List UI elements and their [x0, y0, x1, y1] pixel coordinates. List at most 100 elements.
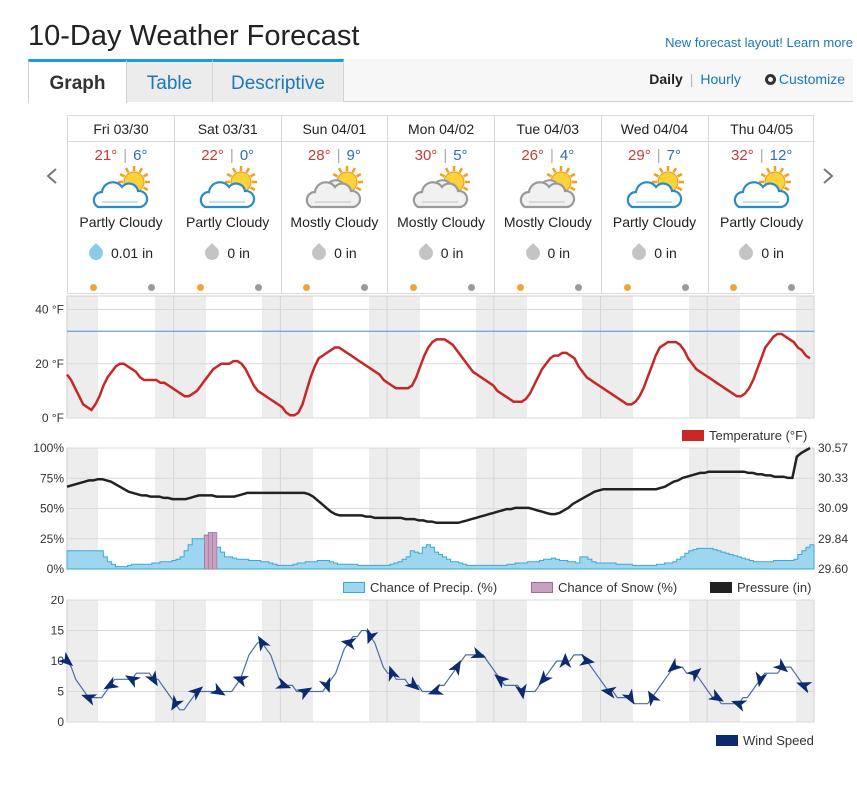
mostly-cloudy-icon	[412, 166, 471, 209]
day-precip: 0 in	[175, 243, 281, 263]
y-tick-label: 5	[57, 685, 64, 699]
sunset-icon	[148, 284, 155, 291]
wind-direction-arrow	[427, 683, 444, 695]
mostly-cloudy-icon	[519, 166, 577, 209]
sun-moon-row	[281, 283, 387, 291]
y-tick-label: 0%	[47, 562, 65, 576]
day-condition: Mostly Cloudy	[290, 214, 379, 230]
chevron-right-icon	[823, 168, 834, 184]
y-tick-label: 25%	[40, 532, 64, 546]
mostly-cloudy-icon	[306, 166, 364, 209]
y2-tick-label: 30.09	[818, 501, 848, 515]
high-temp: 28°	[307, 147, 331, 164]
wind-direction-arrow	[686, 668, 702, 683]
raindrop-icon	[202, 243, 223, 263]
wind-direction-arrow	[621, 688, 635, 705]
precip-legend-label: Chance of Precip. (%)	[370, 580, 498, 595]
day-card[interactable]: Tue 04/03 26° | 4° Mostly Cloudy 0 in	[494, 116, 602, 293]
tab-graph[interactable]: Graph	[28, 59, 127, 103]
wind-direction-arrow	[448, 660, 461, 677]
wind-direction-arrow	[514, 683, 527, 700]
temp-separator: |	[336, 147, 341, 164]
view-selector: Daily | Hourly Customize	[649, 71, 845, 87]
daily-toggle[interactable]: Daily	[649, 71, 683, 87]
temperature-legend: Temperature (°F)	[682, 428, 807, 443]
day-date: Wed 04/04	[601, 116, 708, 142]
day-date: Sun 04/01	[281, 116, 388, 142]
precip-amount: 0 in	[547, 245, 571, 261]
day-precip: 0 in	[388, 243, 494, 263]
wind-direction-arrow	[796, 682, 813, 694]
wind-direction-arrow	[103, 676, 120, 690]
sunset-icon	[788, 284, 796, 291]
temp-separator: |	[123, 147, 128, 164]
night-band	[67, 296, 98, 418]
day-card[interactable]: Wed 04/04 29° | 7° Partly Cloudy 0 in	[601, 116, 709, 293]
sunrise-icon	[90, 284, 97, 291]
day-card[interactable]: Thu 04/05 32° | 12° Partly Cloudy 0 in	[708, 116, 816, 293]
snow-swatch	[531, 582, 553, 593]
sun-moon-row	[495, 283, 601, 291]
y-tick-label: 40 °F	[35, 303, 64, 317]
day-date: Mon 04/02	[388, 116, 495, 142]
chevron-left-icon	[46, 168, 57, 184]
toggle-separator: |	[689, 71, 694, 87]
precip-amount: 0 in	[334, 245, 357, 261]
sunset-icon	[574, 284, 582, 291]
wind-direction-arrow	[232, 676, 249, 688]
night-band	[689, 296, 740, 418]
sunrise-icon	[623, 284, 631, 291]
raindrop-icon	[736, 243, 757, 263]
precip-amount: 0 in	[761, 245, 784, 261]
pressure-swatch	[710, 582, 732, 593]
wind-swatch	[716, 735, 738, 746]
tab-table[interactable]: Table	[127, 59, 213, 102]
sun-moon-row	[175, 283, 281, 291]
precip-amount: 0.01 in	[110, 245, 154, 261]
high-temp: 26°	[521, 147, 545, 164]
view-tabs: Graph Table Descriptive Daily | Hourly Cust…	[28, 59, 853, 103]
day-precip: 0.01 in	[68, 243, 174, 263]
new-layout-link[interactable]: New forecast layout! Learn more	[665, 35, 853, 50]
temp-separator: |	[443, 147, 448, 164]
day-precip: 0 in	[602, 243, 708, 263]
day-condition: Partly Cloudy	[612, 214, 697, 230]
day-temps: 28° | 9°	[281, 147, 387, 164]
day-condition: Partly Cloudy	[720, 214, 804, 230]
temp-separator: |	[229, 147, 234, 164]
day-card[interactable]: Fri 03/30 21° | 6° Partly Cloudy 0.01 in	[68, 116, 175, 293]
prev-days-button[interactable]	[42, 166, 62, 186]
partly-cloudy-icon	[92, 166, 150, 209]
wind-direction-arrow	[772, 658, 789, 673]
precip-amount: 0 in	[440, 245, 464, 261]
day-card[interactable]: Sat 03/31 22° | 0° Partly Cloudy 0 in	[174, 116, 282, 293]
wind-direction-arrow	[579, 653, 595, 666]
high-temp: 32°	[731, 147, 754, 164]
y-tick-label: 15	[51, 624, 65, 638]
snow-legend: Chance of Snow (%)	[531, 580, 677, 595]
day-card[interactable]: Sun 04/01 28° | 9° Mostly Cloudy 0 in	[281, 116, 389, 293]
raindrop-icon	[309, 243, 329, 263]
low-temp: 4°	[559, 147, 575, 164]
wind-direction-arrow	[275, 677, 292, 689]
high-temp: 29°	[628, 147, 651, 164]
day-card[interactable]: Mon 04/02 30° | 5° Mostly Cloudy 0 in	[388, 116, 496, 293]
day-date: Tue 04/03	[494, 116, 601, 142]
temp-separator: |	[656, 147, 661, 164]
day-date: Sat 03/31	[174, 116, 281, 142]
day-precip: 0 in	[281, 243, 387, 263]
tab-descriptive[interactable]: Descriptive	[213, 59, 344, 102]
customize-link[interactable]: Customize	[778, 71, 845, 87]
partly-cloudy-icon	[626, 166, 684, 209]
hourly-toggle[interactable]: Hourly	[700, 71, 741, 87]
wind-direction-arrow	[707, 688, 724, 702]
next-days-button[interactable]	[818, 166, 838, 186]
high-temp: 22°	[201, 147, 224, 164]
wind-direction-arrow	[404, 676, 420, 691]
day-temps: 32° | 12°	[708, 147, 815, 164]
y-tick-label: 75%	[40, 471, 64, 485]
gear-icon[interactable]	[764, 74, 776, 85]
wind-legend-label: Wind Speed	[743, 733, 814, 748]
high-temp: 21°	[94, 147, 118, 164]
y-tick-label: 0	[57, 715, 64, 729]
